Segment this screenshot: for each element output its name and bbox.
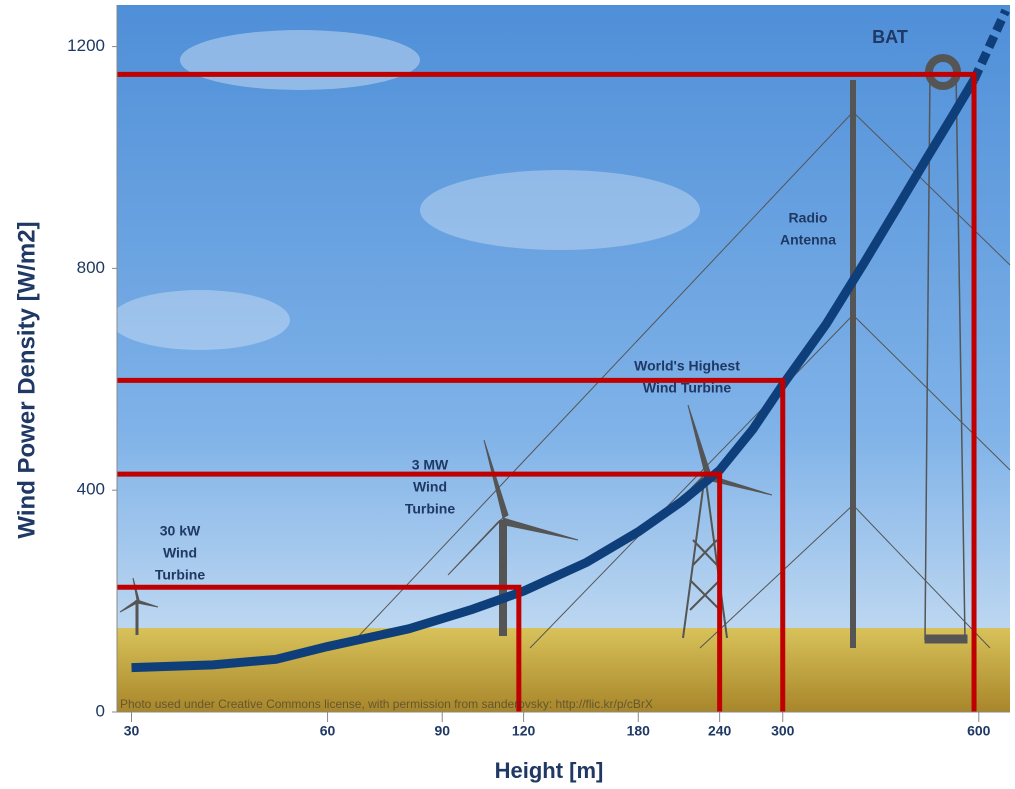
x-tick-label: 600 xyxy=(967,723,991,739)
structures xyxy=(119,54,1011,649)
annotation: Wind Turbine xyxy=(643,380,731,396)
annotation: Antenna xyxy=(780,232,836,248)
cloud xyxy=(180,30,420,90)
annotation: 3 MW xyxy=(412,457,449,473)
y-tick-label: 0 xyxy=(96,701,105,720)
x-tick-label: 180 xyxy=(627,723,651,739)
x-axis-title: Height [m] xyxy=(495,758,604,783)
power-curve xyxy=(131,77,978,673)
annotation: Turbine xyxy=(155,567,206,583)
annotation: Wind xyxy=(413,479,447,495)
y-axis-title: Wind Power Density [W/m2] xyxy=(13,221,40,538)
reference-line xyxy=(117,471,723,712)
annotation: 30 kW xyxy=(160,523,201,539)
annotation: World's Highest xyxy=(634,358,740,374)
y-tick-label: 800 xyxy=(77,258,105,277)
y-tick-label: 1200 xyxy=(67,36,105,55)
x-tick-label: 120 xyxy=(512,723,536,739)
x-tick-label: 30 xyxy=(124,723,140,739)
annotation: BAT xyxy=(872,27,908,47)
annotation: Radio xyxy=(789,210,828,226)
x-tick-label: 300 xyxy=(771,723,795,739)
sky xyxy=(117,5,1010,712)
cloud xyxy=(110,290,290,350)
y-tick-label: 400 xyxy=(77,480,105,499)
cloud xyxy=(420,170,700,250)
annotation: Wind xyxy=(163,545,197,561)
x-tick-label: 60 xyxy=(320,723,336,739)
photo-credit: Photo used under Creative Commons licens… xyxy=(120,697,653,711)
reference-line xyxy=(117,377,786,712)
power-curve-extension xyxy=(969,8,1010,82)
reference-line xyxy=(117,71,977,712)
reference-line xyxy=(117,584,522,712)
field xyxy=(117,628,1010,712)
x-tick-label: 240 xyxy=(708,723,732,739)
x-tick-label: 90 xyxy=(434,723,450,739)
annotation: Turbine xyxy=(405,501,456,517)
